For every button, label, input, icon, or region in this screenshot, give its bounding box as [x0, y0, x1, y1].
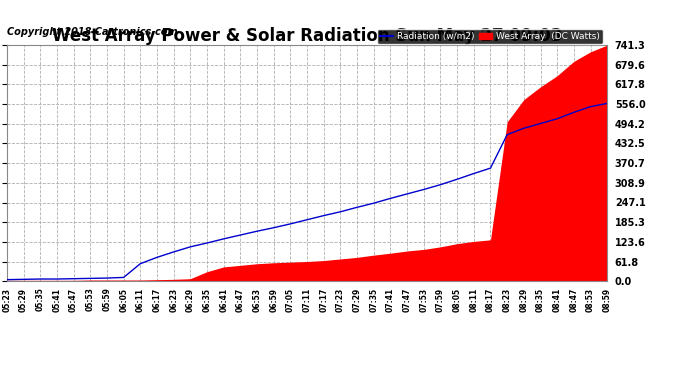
Title: West Array Power & Solar Radiation Sun May 27 09:03: West Array Power & Solar Radiation Sun M…: [52, 27, 562, 45]
Legend: Radiation (w/m2), West Array  (DC Watts): Radiation (w/m2), West Array (DC Watts): [377, 29, 602, 44]
Text: Copyright 2018 Cartronics.com: Copyright 2018 Cartronics.com: [7, 27, 177, 37]
